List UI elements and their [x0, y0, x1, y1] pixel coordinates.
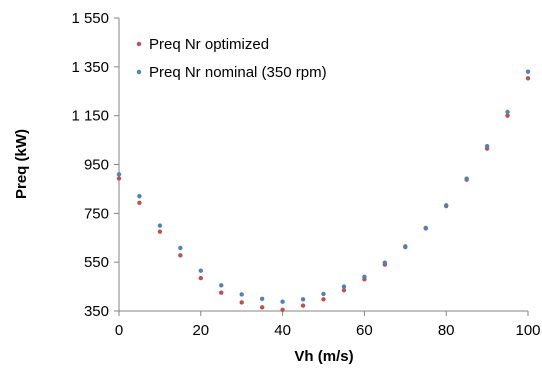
y-tick-label: 1 550 [71, 10, 109, 27]
legend-label-optimized: Preq Nr optimized [149, 36, 269, 53]
optimized-data-point [198, 275, 203, 281]
x-tick-label: 60 [356, 322, 373, 339]
y-tick-label: 950 [84, 157, 109, 174]
optimized-data-point [321, 297, 326, 302]
y-tick-label: 350 [84, 303, 109, 320]
y-axis-ticks: 350 550 750 950 1 150 1 350 1 550 [71, 10, 119, 320]
nominal-data-point [423, 225, 428, 231]
nominal-data-point [382, 260, 388, 265]
x-tick-label: 80 [438, 322, 455, 339]
nominal-data-point [444, 203, 449, 208]
x-tick-label: 40 [274, 322, 291, 339]
nominal-data-point [219, 283, 224, 288]
optimized-data-point [300, 303, 306, 308]
nominal-data-point [464, 176, 469, 181]
nominal-data-point [259, 296, 265, 301]
x-tick-label: 100 [515, 322, 540, 339]
optimized-data-point [259, 305, 265, 310]
optimized-data-point [280, 307, 285, 312]
nominal-data-point [484, 143, 490, 149]
optimized-data-point [219, 290, 224, 295]
optimized-data-point [525, 76, 531, 81]
nominal-data-point [362, 274, 367, 280]
nominal-data-point [403, 244, 408, 249]
x-tick-label: 20 [192, 322, 209, 339]
y-tick-label: 1 350 [71, 59, 109, 76]
legend-marker-optimized [136, 41, 142, 47]
nominal-data-point [280, 299, 285, 304]
nominal-data-point [321, 291, 326, 297]
y-tick-label: 1 150 [71, 108, 109, 125]
x-axis-ticks: 0 20 40 60 80 100 [115, 311, 541, 339]
nominal-data-point [178, 245, 183, 251]
x-axis-title: Vh (m/s) [294, 348, 353, 365]
optimized-data-point [239, 300, 244, 305]
nominal-data-point [157, 223, 163, 228]
optimized-data-point [116, 176, 122, 181]
optimized-data-point [341, 288, 347, 293]
y-tick-label: 550 [84, 254, 109, 271]
legend-marker-nominal [136, 69, 142, 75]
nominal-data-point [116, 172, 122, 177]
optimized-data-point [137, 200, 142, 206]
legend: Preq Nr optimized Preq Nr nominal (350 r… [136, 36, 327, 81]
nominal-data-point [239, 292, 244, 297]
nominal-data-point [137, 194, 142, 199]
y-axis-title: Preq (kW) [13, 129, 30, 199]
nominal-data-point [198, 268, 203, 273]
legend-label-nominal: Preq Nr nominal (350 rpm) [149, 64, 327, 81]
optimized-data-point [505, 113, 510, 118]
x-tick-label: 0 [115, 322, 123, 339]
nominal-data-point [300, 297, 306, 302]
nominal-data-point [505, 109, 510, 115]
optimized-data-point [157, 229, 163, 234]
nominal-data-point [341, 284, 347, 289]
nominal-data-point [525, 69, 531, 74]
optimized-data-point [178, 253, 183, 258]
y-tick-label: 750 [84, 205, 109, 222]
data-points [116, 69, 531, 312]
